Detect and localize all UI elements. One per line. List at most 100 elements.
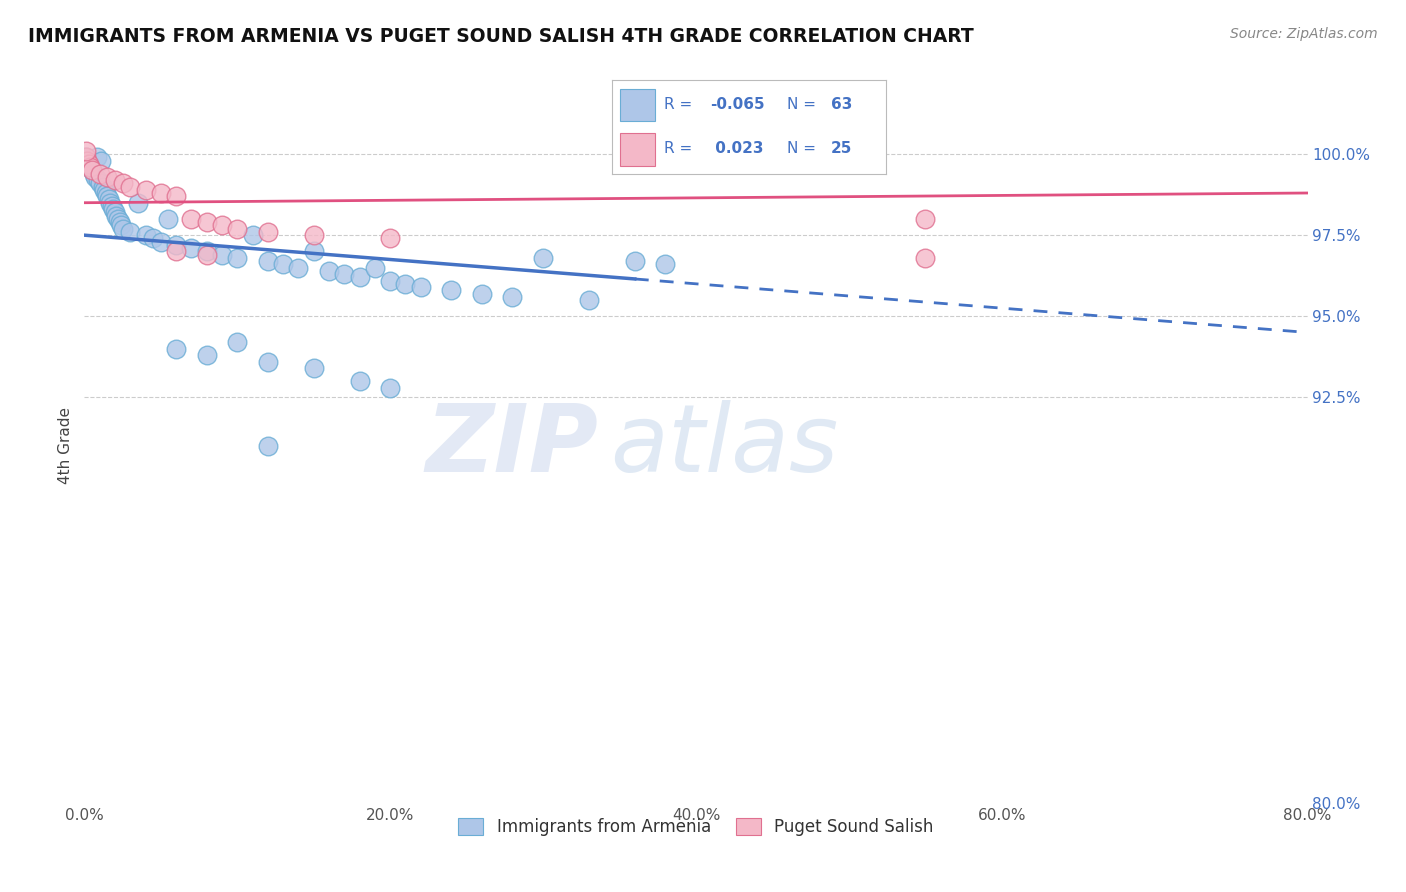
Point: [195, 244, 218, 259]
Point: [98, 195, 121, 210]
Point: [380, 381, 402, 395]
FancyBboxPatch shape: [620, 88, 655, 121]
Point: [84, 169, 107, 184]
Point: [149, 186, 172, 200]
Point: [77, 157, 100, 171]
Point: [531, 251, 554, 265]
Point: [914, 251, 936, 265]
Point: [440, 283, 463, 297]
Point: [380, 274, 402, 288]
Text: -0.065: -0.065: [710, 97, 765, 112]
Point: [165, 238, 187, 252]
Point: [409, 280, 432, 294]
Point: [104, 205, 127, 219]
Point: [287, 260, 309, 275]
Point: [394, 277, 416, 291]
Point: [302, 228, 325, 243]
Point: [94, 186, 117, 200]
Text: N =: N =: [787, 141, 821, 156]
Point: [76, 153, 98, 168]
Point: [349, 374, 371, 388]
Point: [83, 167, 105, 181]
Point: [149, 235, 172, 249]
Text: atlas: atlas: [610, 401, 838, 491]
Point: [97, 193, 120, 207]
Text: 25: 25: [831, 141, 852, 156]
Point: [211, 247, 233, 261]
Point: [257, 225, 280, 239]
Point: [624, 254, 647, 268]
Point: [87, 173, 110, 187]
Point: [75, 144, 97, 158]
Point: [165, 342, 187, 356]
Point: [257, 439, 280, 453]
Point: [75, 150, 97, 164]
Point: [135, 183, 157, 197]
Point: [271, 257, 294, 271]
Point: [107, 211, 129, 226]
Point: [76, 153, 98, 168]
Text: R =: R =: [664, 141, 697, 156]
Text: 63: 63: [831, 97, 852, 112]
Point: [302, 361, 325, 376]
Point: [135, 228, 157, 243]
Point: [89, 167, 111, 181]
Point: [86, 150, 108, 164]
Y-axis label: 4th Grade: 4th Grade: [58, 408, 73, 484]
Point: [75, 150, 97, 164]
Point: [89, 176, 111, 190]
Point: [195, 247, 218, 261]
Point: [111, 176, 134, 190]
Point: [333, 267, 356, 281]
Point: [79, 160, 101, 174]
Text: IMMIGRANTS FROM ARMENIA VS PUGET SOUND SALISH 4TH GRADE CORRELATION CHART: IMMIGRANTS FROM ARMENIA VS PUGET SOUND S…: [28, 27, 974, 45]
Point: [165, 244, 187, 259]
Point: [257, 254, 280, 268]
Point: [349, 270, 371, 285]
Point: [257, 354, 280, 368]
Point: [108, 215, 131, 229]
Point: [101, 199, 124, 213]
Text: Source: ZipAtlas.com: Source: ZipAtlas.com: [1230, 27, 1378, 41]
Text: 0.023: 0.023: [710, 141, 763, 156]
Point: [127, 195, 149, 210]
Point: [80, 163, 103, 178]
Point: [80, 163, 103, 178]
Point: [79, 160, 101, 174]
Point: [195, 215, 218, 229]
Point: [96, 189, 118, 203]
Point: [502, 290, 524, 304]
Point: [103, 202, 125, 217]
Point: [471, 286, 494, 301]
Point: [120, 179, 142, 194]
Legend: Immigrants from Armenia, Puget Sound Salish: Immigrants from Armenia, Puget Sound Sal…: [450, 810, 942, 845]
Point: [93, 183, 115, 197]
Point: [77, 157, 100, 171]
Point: [142, 231, 165, 245]
Point: [226, 335, 249, 350]
Text: R =: R =: [664, 97, 697, 112]
Point: [318, 264, 340, 278]
Point: [380, 231, 402, 245]
Point: [104, 173, 127, 187]
Point: [165, 189, 187, 203]
Point: [120, 225, 142, 239]
Point: [180, 211, 202, 226]
Point: [242, 228, 264, 243]
Point: [914, 211, 936, 226]
Point: [180, 241, 202, 255]
Point: [302, 244, 325, 259]
Point: [578, 293, 600, 307]
Point: [654, 257, 676, 271]
Point: [111, 221, 134, 235]
Text: ZIP: ZIP: [425, 400, 598, 492]
Point: [195, 348, 218, 362]
Point: [96, 169, 118, 184]
Text: N =: N =: [787, 97, 821, 112]
Point: [90, 153, 112, 168]
FancyBboxPatch shape: [620, 133, 655, 166]
Point: [364, 260, 387, 275]
Point: [226, 221, 249, 235]
Point: [211, 219, 233, 233]
Point: [91, 179, 114, 194]
